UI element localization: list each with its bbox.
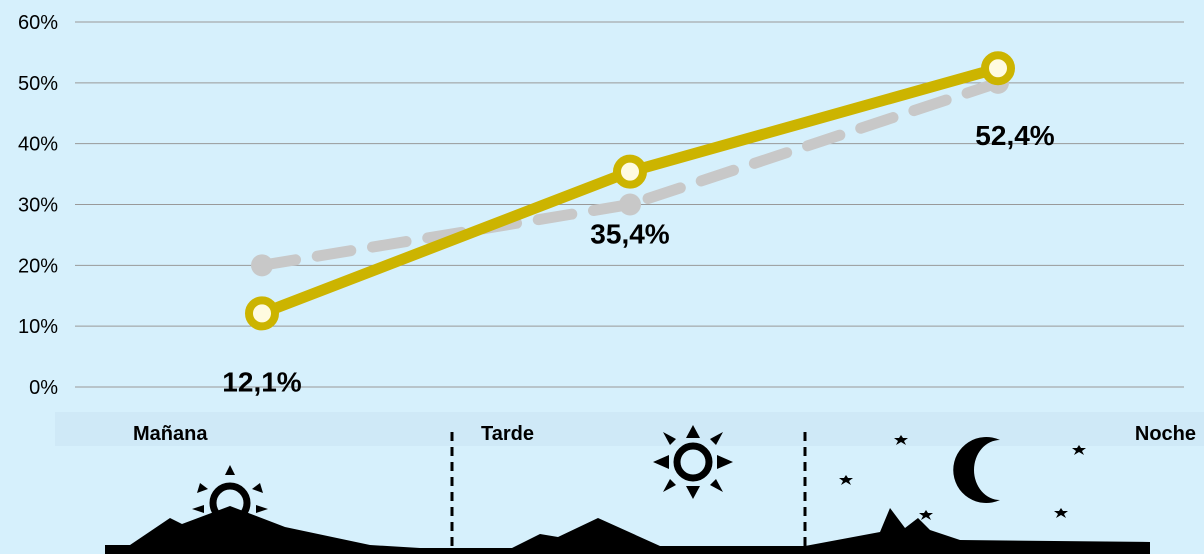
y-tick-label: 30% [18, 195, 58, 217]
data-label: 35,4% [590, 219, 669, 250]
series-line [260, 62, 1000, 319]
y-tick-label: 60% [18, 12, 58, 34]
star-icon [1072, 445, 1086, 455]
mountains-silhouette [105, 506, 1150, 554]
period-label-afternoon: Tarde [481, 423, 534, 445]
series-point [245, 296, 279, 331]
data-label: 12,1% [222, 366, 301, 397]
star-icon [894, 435, 908, 445]
y-tick-label: 50% [18, 73, 58, 95]
series-point-dashed [619, 193, 641, 216]
period-band [55, 412, 1204, 446]
time-of-day-illustration: Mañana Tarde Noche [55, 412, 1204, 554]
y-tick-label: 10% [18, 316, 58, 338]
series-layer [245, 51, 1015, 331]
y-axis: 0% 10% 20% 30% 40% 50% 60% [18, 12, 58, 399]
star-icon [839, 475, 853, 485]
period-label-night: Noche [1135, 423, 1196, 445]
series-point-dashed [251, 254, 273, 277]
series-point [981, 51, 1015, 86]
y-tick-label: 0% [29, 377, 58, 399]
y-tick-label: 20% [18, 255, 58, 277]
data-label: 52,4% [975, 120, 1054, 151]
data-labels: 12,1% 35,4% 52,4% [222, 120, 1054, 397]
series-point [613, 154, 647, 189]
y-tick-label: 40% [18, 134, 58, 156]
moon-icon [953, 437, 1000, 503]
sun-icon [653, 425, 733, 499]
star-icon [1054, 508, 1068, 518]
star-icon [919, 510, 933, 520]
period-label-morning: Mañana [133, 423, 208, 445]
